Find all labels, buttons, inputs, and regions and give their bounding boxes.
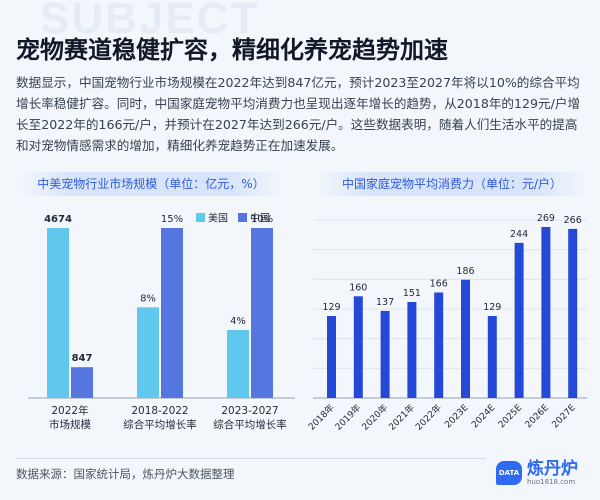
bar-label-cn-1: 15%	[161, 214, 183, 225]
bar-us-0	[47, 228, 69, 398]
bar-cn-1	[161, 228, 183, 398]
background-watermark: SUBJECT	[40, 0, 260, 43]
x-tick-label-7: 2025E	[497, 403, 525, 431]
bar-9	[568, 228, 578, 398]
bar-cn-0	[71, 367, 93, 398]
bar-us-1	[137, 307, 159, 398]
x-tick-label-9: 2027E	[551, 403, 579, 431]
consumption-chart: 129 2018年 160 2019年 137 2020年 151 2021年 166 2022年…	[306, 213, 587, 433]
bar-value-label-7: 244	[510, 229, 528, 240]
category-label-0-0: 2022年	[51, 404, 88, 417]
bar-value-label-5: 186	[456, 266, 474, 277]
brand-logo: DATA 炼丹炉 huo1818.com	[496, 455, 578, 491]
bar-label-cn-2: 10%	[251, 214, 273, 225]
x-tick-label-6: 2024E	[470, 403, 498, 431]
bar-value-label-6: 129	[483, 302, 501, 313]
footer-divider	[16, 458, 486, 459]
bar-value-label-4: 166	[430, 278, 448, 289]
bar-value-label-9: 266	[564, 215, 582, 226]
bar-4	[434, 292, 444, 398]
legend-swatch-us	[196, 213, 205, 222]
bar-value-label-8: 269	[537, 213, 555, 224]
summary-paragraph: 数据显示，中国宠物行业市场规模在2022年达到847亿元，预计2023至2027…	[16, 75, 581, 153]
bar-label-us-1: 8%	[140, 293, 156, 304]
bar-value-label-1: 160	[349, 282, 367, 293]
bar-us-2	[227, 330, 249, 398]
bar-7	[514, 242, 524, 398]
bar-label-cn-0: 847	[72, 353, 93, 364]
category-label-0-1: 市场规模	[49, 418, 91, 431]
bar-value-label-2: 137	[376, 297, 394, 308]
category-label-2-1: 综合平均增长率	[213, 418, 287, 431]
x-tick-label-8: 2026E	[524, 403, 552, 431]
bar-label-us-2: 4%	[230, 316, 246, 327]
page-title: 宠物赛道稳健扩容，精细化养宠趋势加速	[16, 36, 448, 64]
x-tick-label-5: 2023E	[443, 403, 471, 431]
bar-8	[541, 226, 551, 398]
bar-1	[353, 296, 363, 398]
x-tick-label-3: 2021年	[386, 402, 417, 433]
bar-6	[487, 315, 497, 398]
bar-0	[327, 315, 336, 398]
category-label-1-0: 2018-2022	[131, 405, 188, 417]
bar-value-label-0: 129	[322, 302, 340, 313]
chart1-title: 中美宠物行业市场规模（单位：亿元，%）	[20, 172, 282, 196]
bar-value-label-3: 151	[403, 288, 421, 299]
x-tick-label-1: 2019年	[332, 402, 363, 433]
bar-5	[461, 279, 470, 398]
legend-swatch-cn	[238, 213, 247, 222]
x-tick-label-0: 2018年	[306, 402, 337, 433]
source-note: 数据来源：国家统计局，炼丹炉大数据整理	[16, 467, 235, 481]
bar-3	[407, 302, 417, 398]
x-tick-label-2: 2020年	[359, 402, 390, 433]
logo-badge-icon: DATA	[496, 461, 522, 485]
bar-2	[380, 310, 390, 398]
category-label-2-0: 2023-2027	[221, 405, 278, 417]
logo-name: 炼丹炉	[527, 458, 578, 479]
bar-label-us-0: 4674	[44, 214, 72, 225]
legend-label-us: 美国	[208, 212, 228, 225]
market-size-chart: 46748472022年市场规模8%15%2018-2022综合平均增长率4%1…	[28, 212, 295, 431]
category-label-1-1: 综合平均增长率	[123, 418, 197, 431]
bar-cn-2	[251, 228, 273, 398]
legend-label-cn: 中国	[250, 212, 270, 225]
logo-url: huo1818.com	[527, 477, 576, 486]
chart2-title: 中国家庭宠物平均消费力（单位：元/户）	[318, 172, 586, 196]
x-tick-label-4: 2022年	[413, 402, 444, 433]
